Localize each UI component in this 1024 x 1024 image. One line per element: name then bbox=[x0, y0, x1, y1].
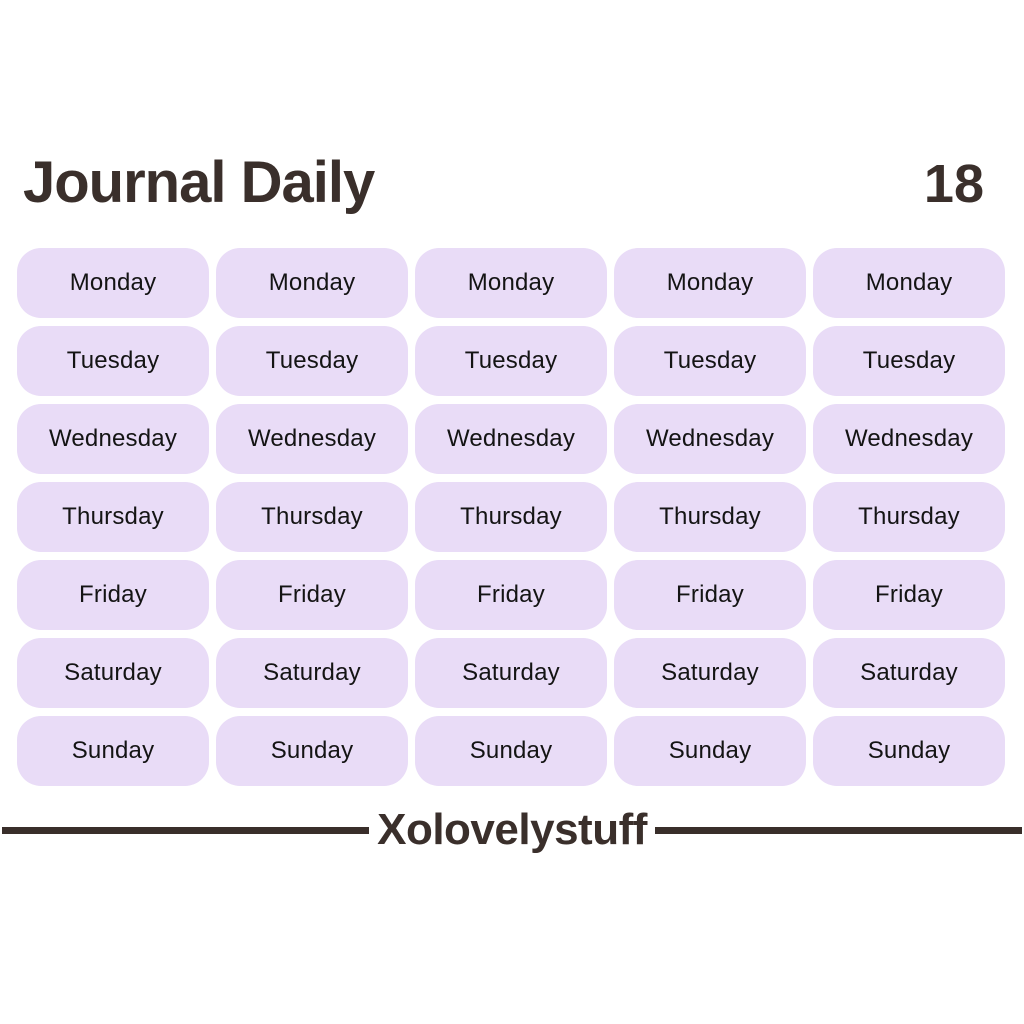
day-sticker-monday: Monday bbox=[17, 248, 209, 318]
brand-footer: Xolovelystuff bbox=[2, 798, 1022, 862]
day-sticker-saturday: Saturday bbox=[216, 638, 408, 708]
divider-line-left bbox=[2, 826, 370, 834]
header: Journal Daily 18 bbox=[23, 150, 984, 230]
day-sticker-saturday: Saturday bbox=[614, 638, 806, 708]
day-sticker-sunday: Sunday bbox=[415, 716, 607, 786]
day-sticker-saturday: Saturday bbox=[813, 638, 1005, 708]
day-sticker-friday: Friday bbox=[614, 560, 806, 630]
day-sticker-saturday: Saturday bbox=[17, 638, 209, 708]
brand-name: Xolovelystuff bbox=[377, 804, 647, 854]
day-sticker-friday: Friday bbox=[216, 560, 408, 630]
day-sticker-wednesday: Wednesday bbox=[813, 404, 1005, 474]
day-sticker-wednesday: Wednesday bbox=[614, 404, 806, 474]
sheet-number: 18 bbox=[923, 154, 984, 214]
divider-line-right bbox=[654, 826, 1022, 834]
day-sticker-tuesday: Tuesday bbox=[216, 326, 408, 396]
day-sticker-monday: Monday bbox=[813, 248, 1005, 318]
day-sticker-sunday: Sunday bbox=[216, 716, 408, 786]
day-sticker-tuesday: Tuesday bbox=[614, 326, 806, 396]
day-sticker-monday: Monday bbox=[216, 248, 408, 318]
day-sticker-thursday: Thursday bbox=[614, 482, 806, 552]
day-sticker-thursday: Thursday bbox=[17, 482, 209, 552]
day-sticker-tuesday: Tuesday bbox=[17, 326, 209, 396]
day-sticker-friday: Friday bbox=[17, 560, 209, 630]
day-sticker-wednesday: Wednesday bbox=[415, 404, 607, 474]
day-sticker-wednesday: Wednesday bbox=[17, 404, 209, 474]
day-sticker-grid: Monday Monday Monday Monday Monday Tuesday Tue… bbox=[17, 248, 1005, 786]
day-sticker-thursday: Thursday bbox=[813, 482, 1005, 552]
day-sticker-tuesday: Tuesday bbox=[813, 326, 1005, 396]
page-title: Journal Daily bbox=[23, 150, 375, 215]
day-sticker-thursday: Thursday bbox=[216, 482, 408, 552]
day-sticker-sunday: Sunday bbox=[614, 716, 806, 786]
day-sticker-tuesday: Tuesday bbox=[415, 326, 607, 396]
day-sticker-friday: Friday bbox=[415, 560, 607, 630]
day-sticker-saturday: Saturday bbox=[415, 638, 607, 708]
day-sticker-monday: Monday bbox=[614, 248, 806, 318]
day-sticker-wednesday: Wednesday bbox=[216, 404, 408, 474]
day-sticker-sunday: Sunday bbox=[813, 716, 1005, 786]
day-sticker-monday: Monday bbox=[415, 248, 607, 318]
day-sticker-friday: Friday bbox=[813, 560, 1005, 630]
day-sticker-sunday: Sunday bbox=[17, 716, 209, 786]
day-sticker-thursday: Thursday bbox=[415, 482, 607, 552]
